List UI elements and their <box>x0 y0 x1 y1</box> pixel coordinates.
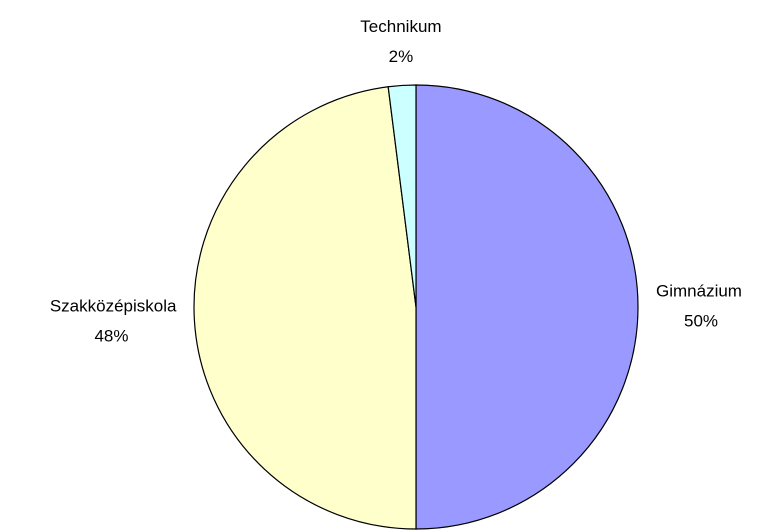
slice-value-label: 50% <box>684 311 718 330</box>
pie-slice <box>387 84 417 308</box>
slice-label: Szakközépiskola <box>50 297 177 316</box>
slice-label: Gimnázium <box>656 281 742 300</box>
pie-slice <box>193 86 417 530</box>
slice-value-label: 2% <box>389 47 414 66</box>
slice-label: Technikum <box>360 17 441 36</box>
slice-value-label: 48% <box>94 327 128 346</box>
pie-slice <box>415 84 639 530</box>
